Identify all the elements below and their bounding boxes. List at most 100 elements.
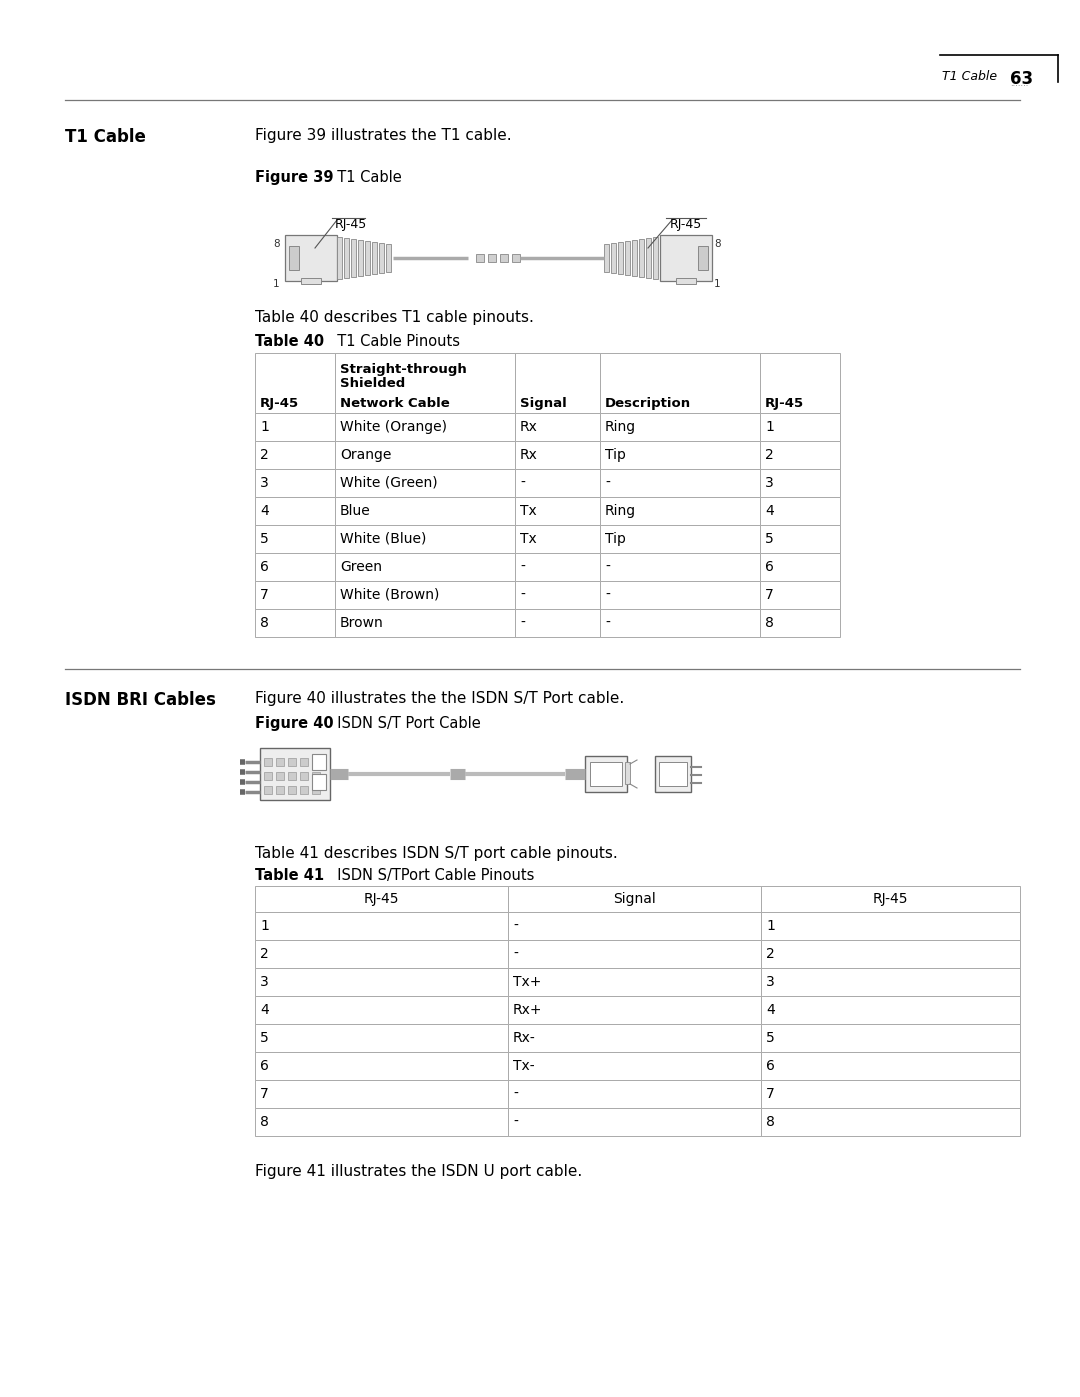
Text: -: - <box>605 588 610 602</box>
Bar <box>500 254 508 263</box>
Bar <box>760 525 840 553</box>
Text: Blue: Blue <box>340 504 370 518</box>
Bar <box>260 747 330 800</box>
Bar <box>476 254 484 263</box>
Text: RJ-45: RJ-45 <box>765 397 805 409</box>
Text: -: - <box>513 947 518 961</box>
Text: 6: 6 <box>260 1059 269 1073</box>
Bar <box>600 581 760 609</box>
Text: 5: 5 <box>766 1031 774 1045</box>
Bar <box>515 353 600 414</box>
Text: Table 41: Table 41 <box>255 868 324 883</box>
Text: Table 40 describes T1 cable pinouts.: Table 40 describes T1 cable pinouts. <box>255 310 534 326</box>
Bar <box>515 441 600 469</box>
Bar <box>335 609 515 637</box>
Bar <box>515 581 600 609</box>
Bar <box>255 940 508 968</box>
Text: 5: 5 <box>765 532 773 546</box>
Text: 63: 63 <box>1010 70 1034 88</box>
Bar <box>508 940 761 968</box>
Text: ·······: ······· <box>1010 82 1028 91</box>
Text: -: - <box>513 1115 518 1129</box>
Bar <box>676 278 696 284</box>
Bar <box>760 581 840 609</box>
Bar <box>508 996 761 1024</box>
Text: -: - <box>519 588 525 602</box>
Bar <box>508 1080 761 1108</box>
Bar <box>335 497 515 525</box>
Text: 1: 1 <box>714 279 720 289</box>
Text: ISDN S/T Port Cable: ISDN S/T Port Cable <box>328 717 481 731</box>
Text: Rx: Rx <box>519 420 538 434</box>
Bar <box>618 242 623 274</box>
Bar <box>288 787 296 793</box>
Text: 5: 5 <box>260 1031 269 1045</box>
Bar <box>255 414 335 441</box>
Text: White (Blue): White (Blue) <box>340 532 427 546</box>
Bar <box>760 553 840 581</box>
Text: 8: 8 <box>714 239 720 249</box>
Bar <box>335 353 515 414</box>
Bar <box>255 469 335 497</box>
Bar <box>660 235 712 281</box>
Bar <box>508 1108 761 1136</box>
Bar <box>351 239 356 277</box>
Bar <box>654 756 691 792</box>
Bar <box>255 1024 508 1052</box>
Text: Green: Green <box>340 560 382 574</box>
Text: Table 40: Table 40 <box>255 334 324 349</box>
Text: Rx-: Rx- <box>513 1031 536 1045</box>
Bar <box>585 756 627 792</box>
Text: 7: 7 <box>260 588 269 602</box>
Bar <box>761 1024 1020 1052</box>
Text: T1 Cable: T1 Cable <box>328 170 402 184</box>
Text: Table 41 describes ISDN S/T port cable pinouts.: Table 41 describes ISDN S/T port cable p… <box>255 847 618 861</box>
Bar <box>276 787 284 793</box>
Text: 8: 8 <box>765 616 774 630</box>
Bar <box>255 1052 508 1080</box>
Text: Figure 41 illustrates the ISDN U port cable.: Figure 41 illustrates the ISDN U port ca… <box>255 1164 582 1179</box>
Text: 6: 6 <box>766 1059 774 1073</box>
Text: ISDN S/TPort Cable Pinouts: ISDN S/TPort Cable Pinouts <box>328 868 535 883</box>
Bar <box>255 609 335 637</box>
Bar <box>761 996 1020 1024</box>
Bar <box>600 609 760 637</box>
Text: RJ-45: RJ-45 <box>873 893 908 907</box>
Bar <box>508 968 761 996</box>
Text: -: - <box>519 476 525 490</box>
Text: 7: 7 <box>766 1087 774 1101</box>
Text: Tip: Tip <box>605 532 626 546</box>
Bar <box>312 759 320 766</box>
Bar <box>300 787 308 793</box>
Text: 3: 3 <box>765 476 773 490</box>
Text: T1 Cable: T1 Cable <box>65 129 146 147</box>
Text: White (Green): White (Green) <box>340 476 437 490</box>
Text: Figure 39 illustrates the T1 cable.: Figure 39 illustrates the T1 cable. <box>255 129 512 142</box>
Text: Signal: Signal <box>519 397 567 409</box>
Bar <box>760 441 840 469</box>
Text: Signal: Signal <box>613 893 656 907</box>
Text: 8: 8 <box>260 1115 269 1129</box>
Text: Network Cable: Network Cable <box>340 397 449 409</box>
Text: Tx+: Tx+ <box>513 975 541 989</box>
Text: Shielded: Shielded <box>340 377 405 390</box>
Bar <box>264 759 272 766</box>
Text: -: - <box>605 616 610 630</box>
Bar <box>508 1052 761 1080</box>
Bar <box>276 773 284 780</box>
Bar <box>255 912 508 940</box>
Bar <box>632 240 637 277</box>
Text: 3: 3 <box>766 975 774 989</box>
Bar <box>289 246 299 270</box>
Bar <box>515 497 600 525</box>
Bar <box>508 886 761 912</box>
Text: RJ-45: RJ-45 <box>670 218 702 231</box>
Bar <box>337 237 342 279</box>
Bar <box>312 754 326 770</box>
Text: 8: 8 <box>260 616 269 630</box>
Text: 4: 4 <box>766 1003 774 1017</box>
Bar <box>515 609 600 637</box>
Bar <box>761 940 1020 968</box>
Text: Tip: Tip <box>605 448 626 462</box>
Bar <box>600 497 760 525</box>
